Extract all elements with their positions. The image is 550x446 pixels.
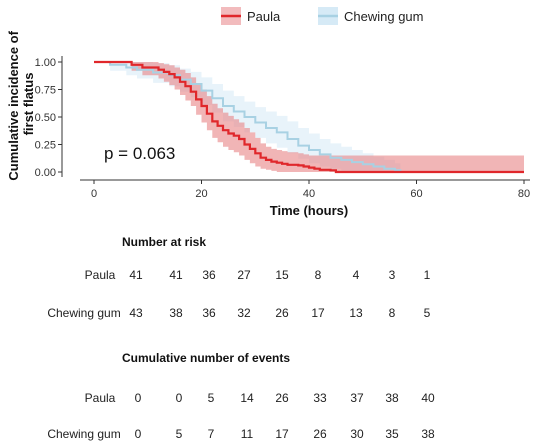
events-table-cell: 33 xyxy=(313,391,327,405)
x-tick-label: 60 xyxy=(410,188,422,200)
risk-table-row-label: Paula xyxy=(85,268,116,282)
risk-table-cell: 26 xyxy=(275,306,289,320)
risk-table-cell: 32 xyxy=(237,306,251,320)
risk-table-cell: 41 xyxy=(169,268,183,282)
risk-table-cell: 43 xyxy=(129,306,143,320)
series-line-chewing-gum xyxy=(94,61,402,172)
events-table-cell: 38 xyxy=(385,391,399,405)
p-value-annotation: p = 0.063 xyxy=(104,144,175,163)
risk-table-cell: 4 xyxy=(353,268,360,282)
series-line-paula xyxy=(94,60,524,174)
y-axis-title: Cumulative incidence of first flatus xyxy=(6,27,36,180)
risk-table-cell: 13 xyxy=(349,306,363,320)
events-table-cell: 17 xyxy=(275,427,289,441)
risk-table-cell: 36 xyxy=(202,306,216,320)
risk-table-cell: 36 xyxy=(202,268,216,282)
x-tick-label: 40 xyxy=(303,188,315,200)
events-table-title: Cumulative number of events xyxy=(122,351,290,365)
x-tick-label: 80 xyxy=(518,188,530,200)
events-table-cell: 5 xyxy=(176,427,183,441)
y-tick-label: 0.75 xyxy=(35,85,56,97)
events-table-cell: 37 xyxy=(350,391,364,405)
events-table-cell: 35 xyxy=(385,427,399,441)
events-table-cell: 0 xyxy=(135,427,142,441)
risk-table-cell: 27 xyxy=(237,268,251,282)
risk-table-cell: 8 xyxy=(389,306,396,320)
events-table-cell: 0 xyxy=(135,391,142,405)
events-table-cell: 30 xyxy=(350,427,364,441)
plot-area: 0.00 0.25 0.50 0.75 1.00 0 20 40 60 80 xyxy=(35,56,530,200)
risk-table-cell: 3 xyxy=(389,268,396,282)
risk-table-cell: 15 xyxy=(275,268,289,282)
events-table-cell: 40 xyxy=(421,391,435,405)
tables: Number at risk Cumulative number of even… xyxy=(47,235,435,441)
events-table-cell: 38 xyxy=(421,427,435,441)
risk-table-row-label: Chewing gum xyxy=(47,306,120,320)
risk-table-cell: 5 xyxy=(424,306,431,320)
risk-table-cell: 8 xyxy=(315,268,322,282)
events-table-cell: 11 xyxy=(241,427,254,441)
legend-label-paula: Paula xyxy=(247,9,281,24)
y-axis-title-line1: Cumulative incidence of xyxy=(6,30,21,180)
events-table-row-label: Chewing gum xyxy=(47,427,120,441)
legend-label-chewing-gum: Chewing gum xyxy=(344,9,424,24)
events-table-cell: 26 xyxy=(275,391,289,405)
x-tick-label: 20 xyxy=(195,188,207,200)
events-table-cell: 14 xyxy=(240,391,254,405)
events-table-row-label: Paula xyxy=(85,391,116,405)
y-tick-label: 0.00 xyxy=(35,167,56,179)
x-tick-label: 0 xyxy=(91,188,97,200)
y-axis-title-line2: first flatus xyxy=(21,73,36,136)
events-table-cell: 26 xyxy=(313,427,327,441)
risk-table-title: Number at risk xyxy=(122,235,206,249)
risk-table-cell: 38 xyxy=(169,306,183,320)
risk-table-cell: 1 xyxy=(424,268,431,282)
y-tick-label: 0.50 xyxy=(35,112,56,124)
events-table-cell: 5 xyxy=(208,391,215,405)
y-tick-label: 0.25 xyxy=(35,140,56,152)
risk-table-cell: 17 xyxy=(311,306,325,320)
legend: Paula Chewing gum xyxy=(221,7,424,25)
events-table-cell: 0 xyxy=(176,391,183,405)
risk-table-cell: 41 xyxy=(129,268,143,282)
y-tick-label: 1.00 xyxy=(35,57,56,69)
events-table-cell: 7 xyxy=(208,427,215,441)
x-axis-title: Time (hours) xyxy=(270,203,349,218)
